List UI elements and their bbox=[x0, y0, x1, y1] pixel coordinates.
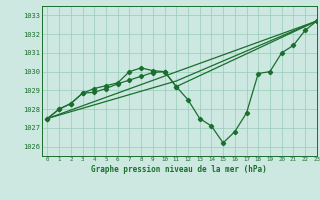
X-axis label: Graphe pression niveau de la mer (hPa): Graphe pression niveau de la mer (hPa) bbox=[91, 165, 267, 174]
